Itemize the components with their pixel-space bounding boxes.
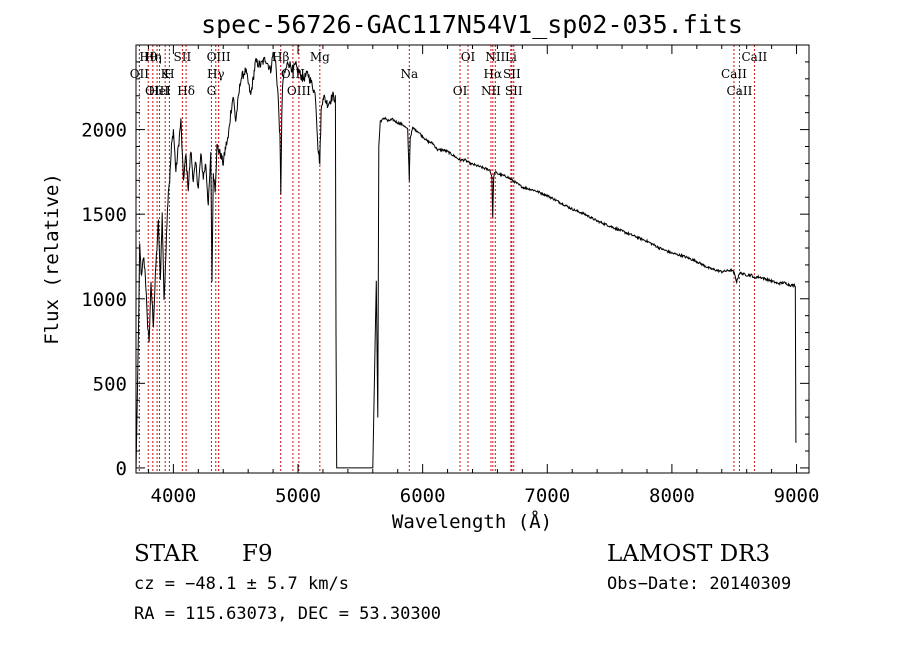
x-tick-label: 6000 (400, 485, 446, 507)
y-tick-label: 500 (93, 373, 127, 395)
spectral-line-label: Mg (310, 50, 330, 64)
spectral-line-label: NII (481, 84, 501, 98)
x-tick-label: 9000 (774, 485, 820, 507)
y-axis-ticks: 0 500 1000 1500 2000 (81, 61, 809, 480)
spectral-line-label: OI (453, 84, 468, 98)
y-tick-label: 0 (116, 458, 127, 480)
spectral-line-label: CaII (741, 50, 767, 64)
spectral-line-label: SII (174, 50, 192, 64)
spectral-line-label: OI (461, 50, 476, 64)
spectral-line-label: SII (505, 84, 523, 98)
y-tick-label: 1000 (81, 289, 127, 311)
chart-title: spec-56726-GAC117N54V1_sp02-035.fits (201, 10, 743, 39)
spectrum-series (135, 52, 797, 474)
spectral-line-label: Na (400, 67, 418, 81)
x-tick-label: 4000 (151, 485, 197, 507)
spectral-line-label: H (164, 67, 174, 81)
spectral-line-label: G (207, 84, 217, 98)
spectral-line-markers (138, 45, 755, 473)
object-class: STAR (134, 541, 198, 567)
spectral-line-label: Li (505, 50, 517, 64)
x-tick-label: 5000 (275, 485, 321, 507)
spectral-line-label: OII (130, 67, 150, 81)
y-axis-label: Flux (relative) (41, 173, 63, 345)
spectral-line-label: OIII (287, 84, 311, 98)
spectrum-line (135, 52, 797, 474)
observation-date: Obs−Date: 20140309 (607, 574, 791, 594)
x-axis-ticks: 4000 5000 6000 7000 8000 9000 (147, 45, 820, 507)
spectral-line-label: CaII (721, 67, 747, 81)
spectral-line-label: OIII (145, 84, 169, 98)
object-subclass: F9 (242, 541, 273, 567)
survey-name: LAMOST DR3 (607, 541, 770, 567)
x-tick-label: 7000 (524, 485, 570, 507)
spectral-line-label: Hδ (177, 84, 195, 98)
y-tick-label: 2000 (81, 120, 127, 142)
sky-coordinates: RA = 115.63073, DEC = 53.30300 (134, 604, 441, 624)
spectral-line-label: CaII (727, 84, 753, 98)
redshift-velocity: cz = −48.1 ± 5.7 km/s (134, 574, 349, 594)
x-tick-label: 8000 (649, 485, 695, 507)
spectral-line-label: HeI (148, 84, 171, 98)
spectral-line-label: K (161, 67, 171, 81)
spectral-line-label: Hη (144, 50, 162, 64)
spectral-line-label: Hα (484, 67, 503, 81)
x-axis-label: Wavelength (Å) (392, 510, 552, 533)
spectral-line-labels: HθKHδOIIIOIIHeISIIHγOIIIHηHGHβOIIIOIIIMg… (130, 50, 768, 98)
spectral-line-label: SII (503, 67, 521, 81)
spectral-line-label: Hθ (139, 50, 157, 64)
spectral-line-label: NII (485, 50, 505, 64)
spectral-line-label: OIII (207, 50, 231, 64)
spectral-line-label: Hγ (207, 67, 225, 81)
y-tick-label: 1500 (81, 204, 127, 226)
spectral-line-label: Hβ (272, 50, 289, 64)
